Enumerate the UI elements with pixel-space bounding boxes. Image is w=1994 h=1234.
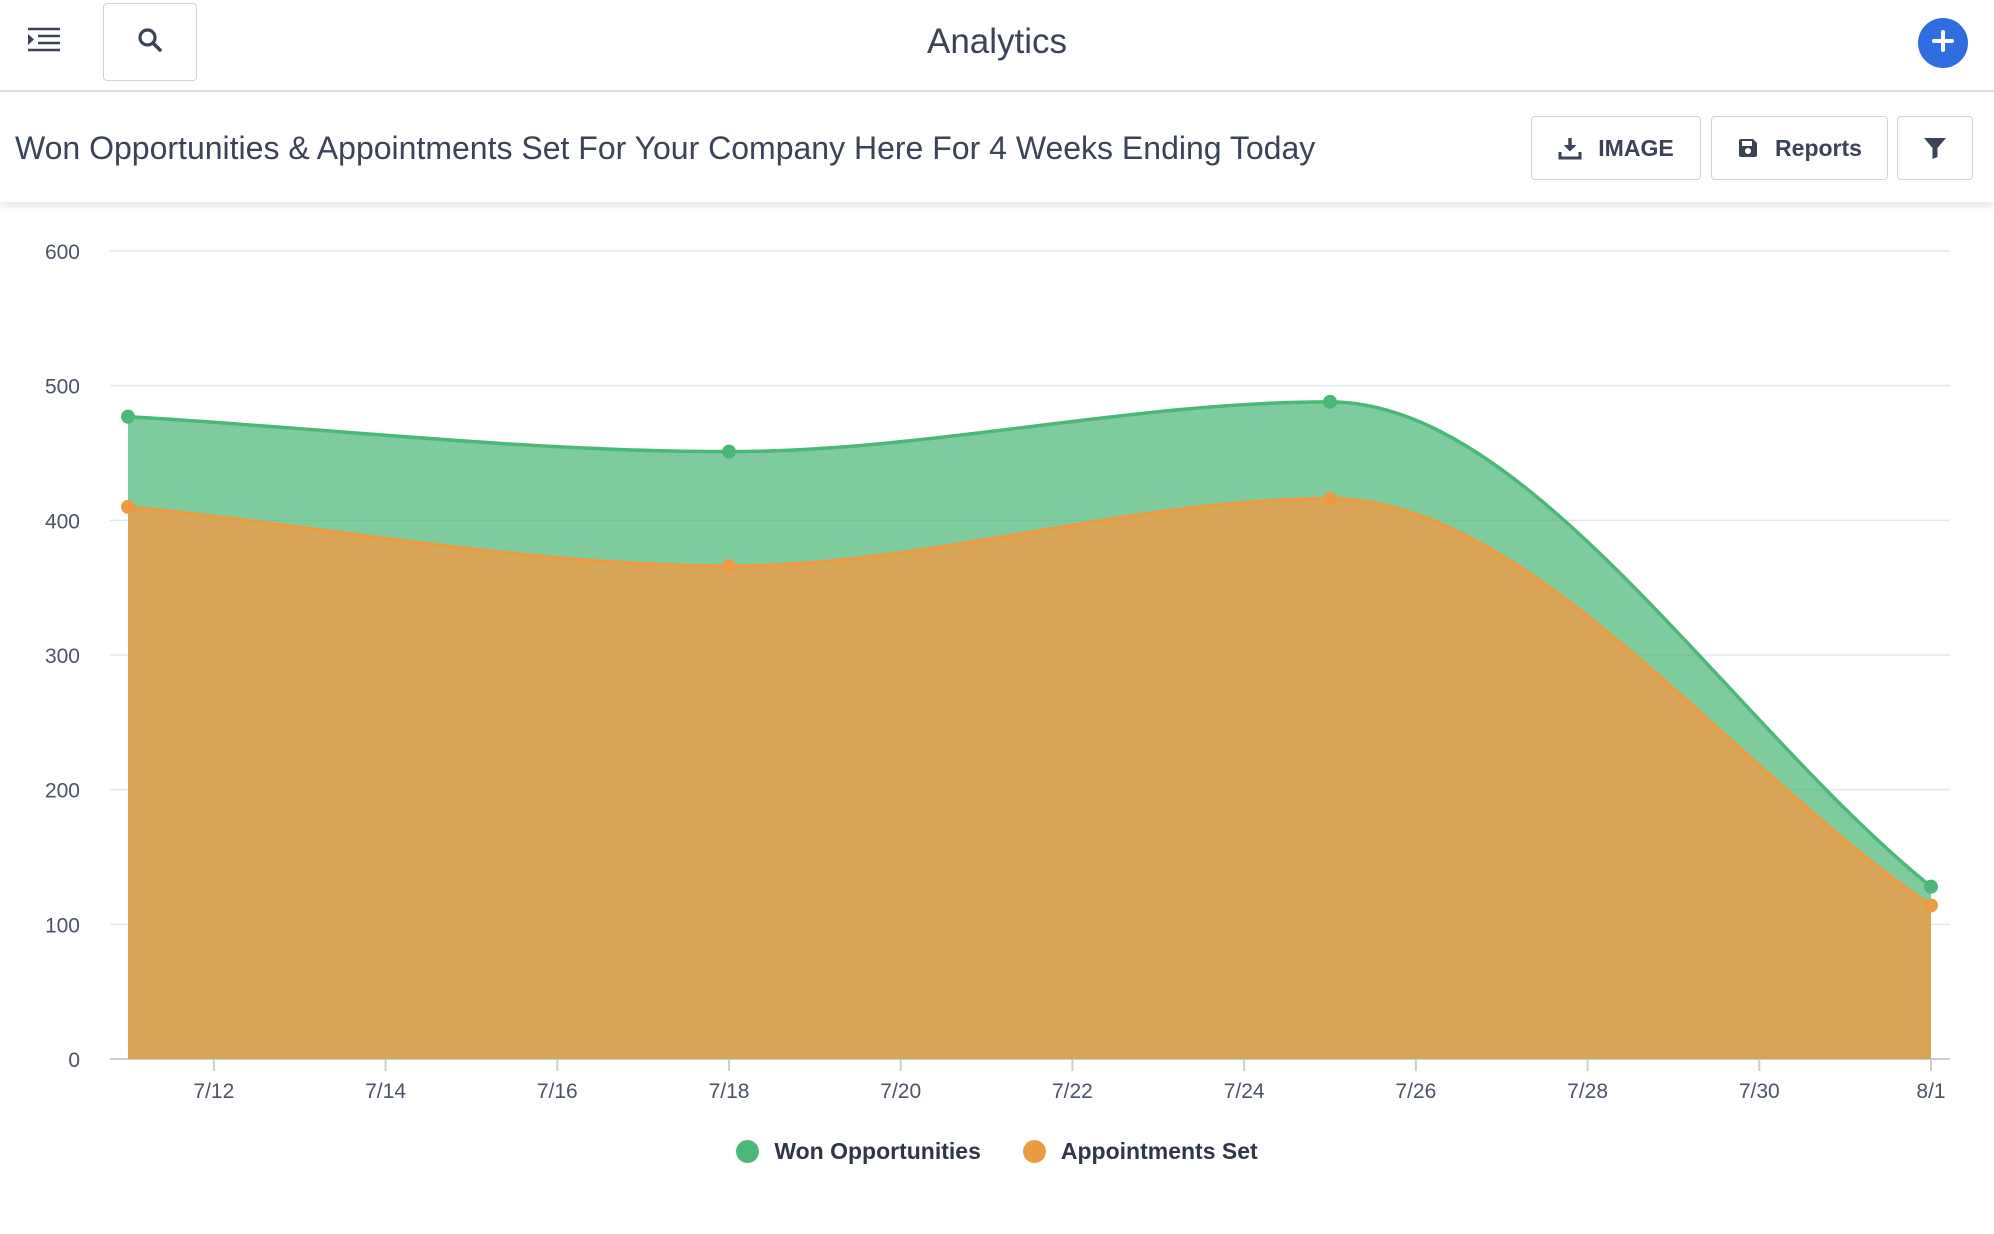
x-tick-label: 8/1	[1916, 1080, 1945, 1103]
x-tick-label: 7/18	[709, 1080, 750, 1103]
point-won-opportunities	[1323, 394, 1337, 409]
point-won-opportunities	[1924, 879, 1938, 894]
x-tick-label: 7/20	[880, 1080, 921, 1103]
chart-areas	[127, 400, 1933, 1060]
point-appointments-set	[722, 559, 736, 574]
y-tick-label: 0	[68, 1049, 80, 1072]
y-tick-label: 200	[45, 780, 80, 803]
y-axis-ticks: 0 100 200 300 400 500 600	[45, 241, 80, 1072]
search-icon	[137, 27, 163, 58]
x-tick-label: 7/14	[365, 1080, 406, 1103]
point-appointments-set	[121, 499, 135, 514]
y-tick-label: 500	[45, 376, 80, 399]
filter-button[interactable]	[1897, 116, 1973, 180]
legend-item[interactable]: Won Opportunities	[736, 1138, 981, 1165]
x-tick-label: 7/24	[1224, 1080, 1265, 1103]
y-tick-label: 300	[45, 645, 80, 668]
reports-button[interactable]: Reports	[1711, 116, 1888, 180]
area-chart: 0 100 200 300 400 500 600 7/12 7/14 7/16 7/18 7/20…	[45, 241, 1950, 1103]
plus-icon	[1931, 29, 1955, 58]
chart-points	[121, 394, 1938, 913]
point-appointments-set	[1924, 898, 1938, 913]
filter-icon	[1924, 138, 1946, 159]
x-tick-label: 7/28	[1567, 1080, 1608, 1103]
legend-label: Appointments Set	[1060, 1138, 1258, 1164]
legend-item[interactable]: Appointments Set	[1022, 1138, 1258, 1165]
legend-swatch	[736, 1140, 760, 1163]
line-won-opportunities	[127, 400, 1933, 888]
report-title: Won Opportunities & Appointments Set For…	[15, 130, 1316, 166]
point-won-opportunities	[121, 409, 135, 424]
point-appointments-set	[1323, 491, 1337, 506]
add-button[interactable]	[1918, 18, 1968, 68]
download-icon	[1558, 138, 1582, 160]
x-tick-label: 7/22	[1052, 1080, 1093, 1103]
menu-indent-icon[interactable]	[26, 25, 66, 65]
chart-legend: Won Opportunities Appointments Set	[0, 1138, 1994, 1165]
line-appointments-set	[127, 497, 1932, 907]
page-title: Analytics	[926, 22, 1068, 61]
top-bar: Analytics	[0, 0, 1994, 92]
reports-label: Reports	[1775, 134, 1862, 161]
x-tick-label: 7/26	[1395, 1080, 1436, 1103]
download-image-button[interactable]: IMAGE	[1531, 116, 1701, 180]
point-won-opportunities	[722, 444, 736, 459]
y-tick-label: 400	[45, 510, 80, 533]
x-tick-label: 7/30	[1739, 1080, 1780, 1103]
area-appointments-set	[128, 498, 1931, 1060]
x-tick-label: 7/16	[537, 1080, 578, 1103]
x-axis-ticks: 7/12 7/14 7/16 7/18 7/20 7/22 7/24 7/26 7/28 7/30…	[193, 1059, 1946, 1103]
legend-label: Won Opportunities	[774, 1138, 981, 1164]
legend-swatch	[1022, 1140, 1046, 1163]
y-tick-label: 600	[45, 241, 80, 264]
save-icon	[1739, 139, 1758, 157]
report-toolbar: Won Opportunities & Appointments Set For…	[0, 92, 1994, 202]
download-image-label: IMAGE	[1598, 134, 1674, 161]
y-tick-label: 100	[45, 914, 80, 937]
x-tick-label: 7/12	[193, 1080, 234, 1103]
search-button[interactable]	[103, 3, 197, 81]
